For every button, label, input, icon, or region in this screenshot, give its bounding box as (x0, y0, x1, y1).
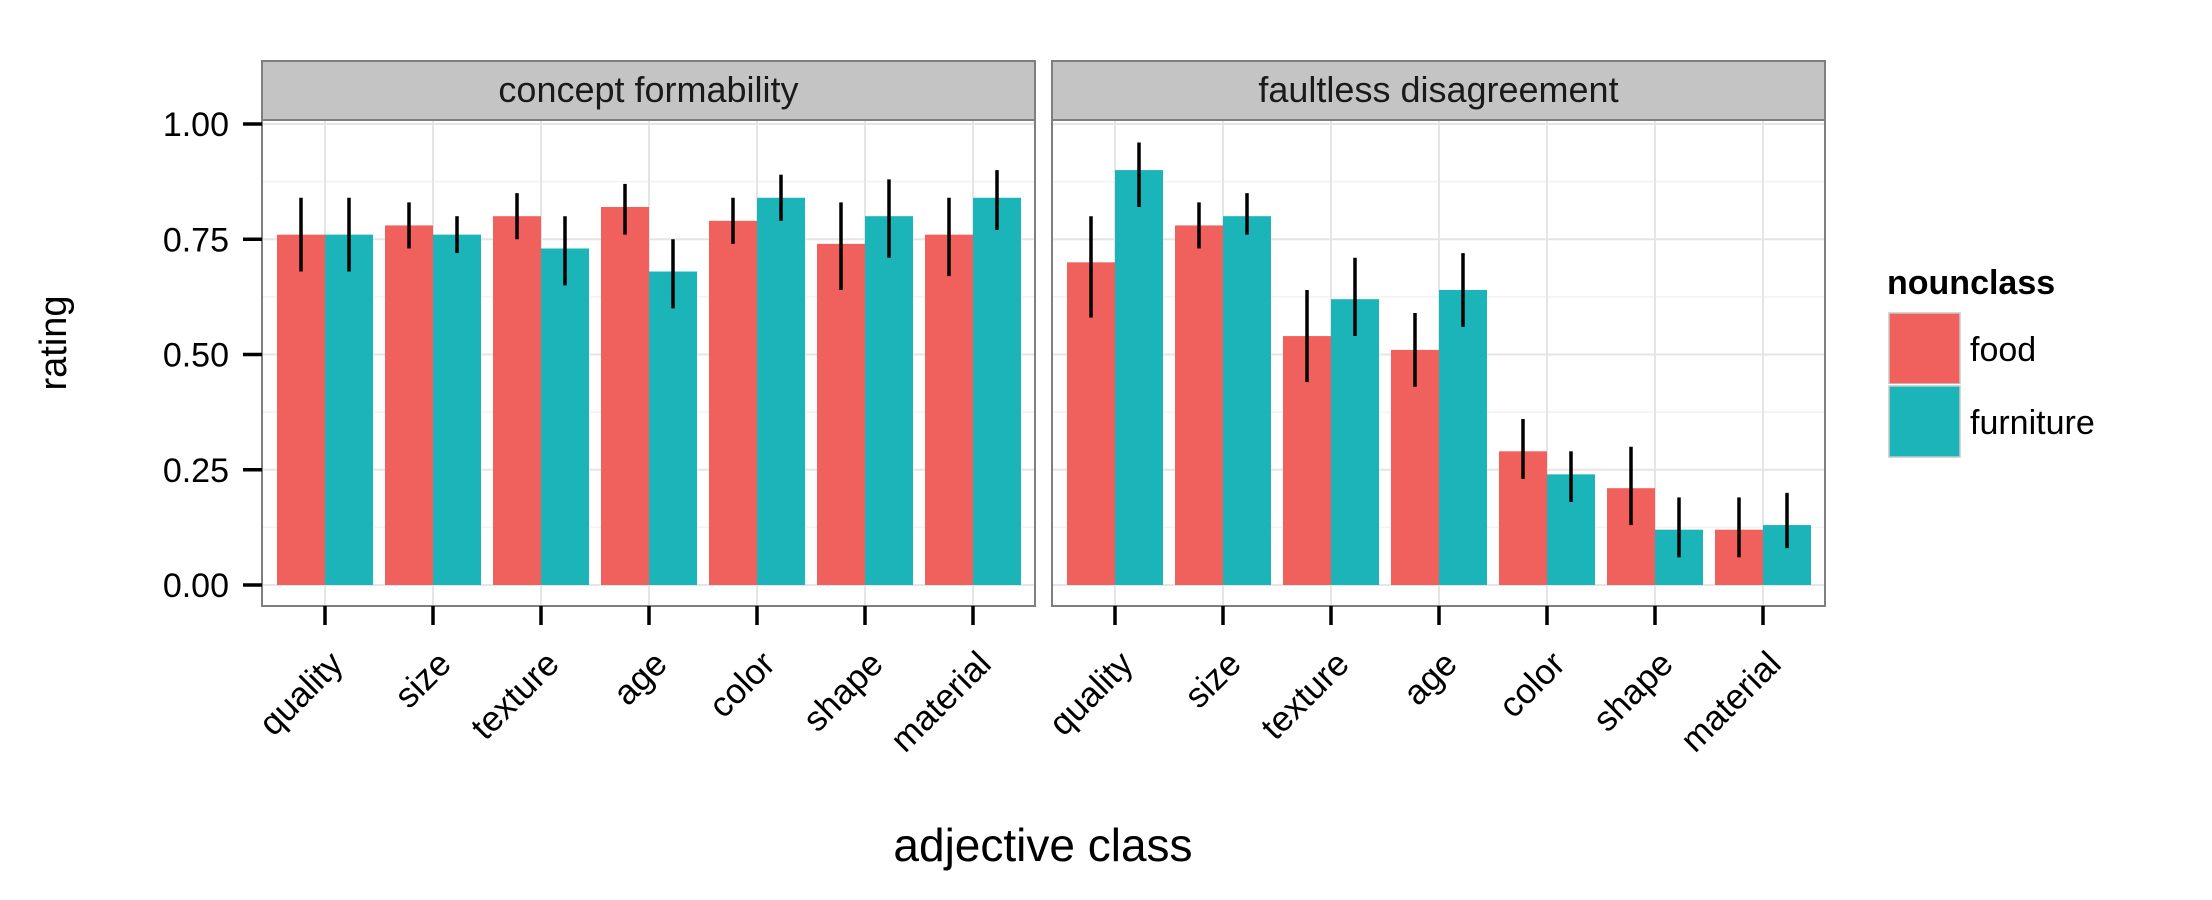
y-tick-label: 0.00 (163, 567, 229, 605)
x-tick-label-material: material (883, 644, 999, 760)
x-tick-label-quality: quality (1042, 644, 1141, 743)
bar-food-quality (277, 234, 325, 585)
bar-furniture-age (1439, 289, 1487, 585)
bar-furniture-color (757, 197, 805, 585)
bar-furniture-quality (325, 234, 373, 585)
facet-panel-1: faultless disagreement quality size texture… (1042, 60, 1826, 760)
bar-food-size (1175, 225, 1223, 586)
legend: nounclass food furniture (1887, 264, 2095, 459)
bar-furniture-shape (865, 216, 913, 585)
bar-food-size (385, 225, 433, 586)
y-tick-label: 1.00 (163, 106, 229, 144)
bar-food-age (1391, 349, 1439, 585)
legend-label-food: food (1970, 331, 2036, 369)
x-tick-label-size: size (387, 644, 459, 716)
facet-strip-label: faultless disagreement (1258, 69, 1618, 110)
bar-furniture-texture (1331, 299, 1379, 585)
legend-key-furniture (1888, 385, 1961, 458)
x-tick-label-quality: quality (252, 644, 351, 743)
bar-furniture-size (1223, 216, 1271, 585)
bar-furniture-material (973, 197, 1021, 585)
x-tick-label-shape: shape (796, 644, 891, 739)
bar-furniture-texture (541, 248, 589, 585)
y-tick-label: 0.25 (163, 452, 229, 490)
legend-label-furniture: furniture (1970, 404, 2095, 442)
facet-strip (261, 60, 1036, 121)
bar-food-texture (493, 216, 541, 585)
bar-food-material (925, 234, 973, 585)
x-tick-label-texture: texture (463, 644, 566, 747)
bar-food-color (709, 220, 757, 585)
y-tick-label: 0.75 (163, 221, 229, 259)
legend-key-food (1888, 312, 1961, 385)
bar-furniture-quality (1115, 170, 1163, 585)
legend-title: nounclass (1887, 264, 2055, 302)
x-axis-label: adjective class (893, 819, 1192, 871)
bar-furniture-size (433, 234, 481, 585)
bar-food-age (601, 206, 649, 586)
x-tick-label-material: material (1673, 644, 1789, 760)
x-tick-label-size: size (1177, 644, 1249, 716)
y-axis-label: rating (33, 295, 75, 390)
x-tick-label-texture: texture (1253, 644, 1356, 747)
facet-strip-label: concept formability (498, 69, 798, 110)
y-tick-label: 0.50 (163, 337, 229, 375)
x-tick-label-age: age (1396, 644, 1465, 713)
facet-strip (1051, 60, 1826, 121)
x-tick-label-color: color (1491, 644, 1572, 725)
x-tick-label-age: age (606, 644, 675, 713)
facet-panel-0: concept formability quality size texture age… (252, 60, 1036, 760)
bar-furniture-age (649, 271, 697, 585)
x-tick-label-shape: shape (1586, 644, 1681, 739)
bar-food-shape (817, 243, 865, 586)
y-axis: 0.00 0.25 0.50 0.75 1.00 (163, 106, 262, 605)
x-tick-label-color: color (701, 644, 782, 725)
